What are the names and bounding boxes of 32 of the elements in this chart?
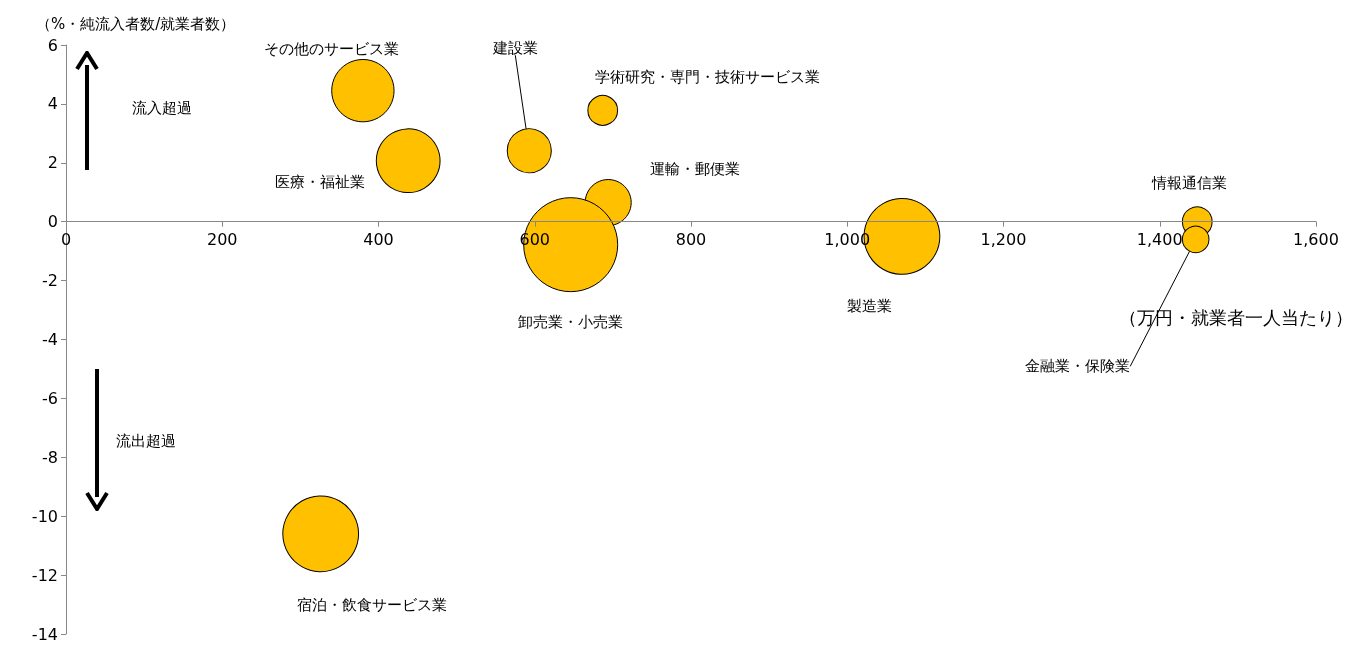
y-tick-label: -6 — [42, 388, 58, 408]
x-tick-label: 1,400 — [1136, 230, 1183, 250]
series-label: 学術研究・専門・技術サービス業 — [595, 68, 821, 87]
y-tick-label: 0 — [47, 212, 58, 232]
y-tick-label: -8 — [42, 447, 58, 467]
y-tick-label: -12 — [31, 565, 58, 585]
x-axis-title: （万円・就業者一人当たり） — [1119, 306, 1353, 328]
text: 卸売業・小売業 — [518, 312, 624, 331]
x-tick-label: 0 — [60, 230, 72, 250]
text: 金融業・保険業 — [1025, 357, 1131, 376]
series-label: その他のサービス業 — [264, 39, 400, 58]
y-tick-label: -14 — [31, 624, 58, 644]
y-tick-label: -4 — [42, 330, 58, 349]
annotation: 流入超過 — [132, 98, 192, 117]
y-tick-label: -2 — [42, 271, 58, 291]
series-label: 運輸・郵便業 — [650, 159, 741, 178]
series-label: 医療・福祉業 — [275, 172, 366, 191]
y-tick-label: 4 — [47, 94, 58, 114]
y-axis-title: （%・純流入者数/就業者数） — [36, 14, 236, 33]
y-tick-label: 6 — [47, 35, 58, 55]
y-tick-label: 2 — [47, 153, 58, 173]
series-label: 宿泊・飲食サービス業 — [296, 595, 447, 614]
y-tick-label: -10 — [31, 506, 58, 526]
x-tick-label: 200 — [206, 230, 238, 250]
series-label: 製造業 — [847, 297, 893, 316]
annotation: 流出超過 — [116, 431, 176, 450]
series-label: 情報通信業 — [1150, 173, 1227, 192]
x-tick-label: 1,200 — [980, 230, 1027, 250]
x-tick-label: 1,600 — [1293, 230, 1339, 250]
x-tick-label: 400 — [363, 230, 394, 250]
x-tick-label: 800 — [675, 230, 707, 250]
text: 建設業 — [491, 38, 538, 57]
